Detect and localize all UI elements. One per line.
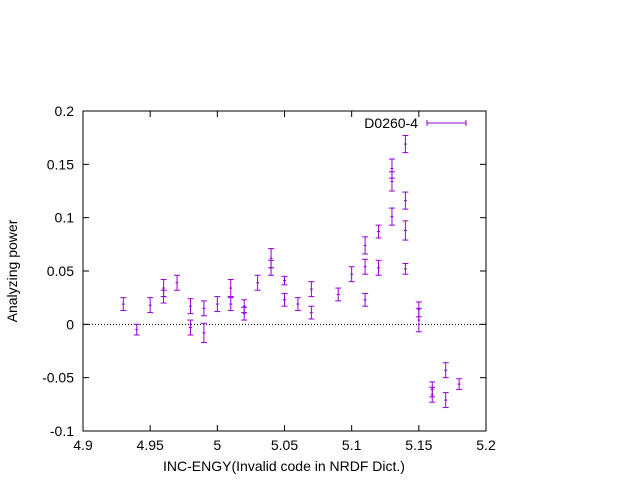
x-tick-label: 5.05 (271, 437, 298, 453)
y-tick-label: 0.15 (47, 156, 74, 172)
x-tick-label: 5.1 (342, 437, 362, 453)
data-point (187, 298, 194, 315)
legend-label: D0260-4 (364, 115, 418, 131)
y-tick-label: -0.05 (42, 370, 74, 386)
data-point (133, 323, 140, 336)
data-point (294, 297, 301, 311)
data-point (174, 274, 181, 291)
data-point (456, 378, 463, 390)
data-point (335, 287, 342, 302)
y-tick-label: 0.1 (55, 210, 75, 226)
legend: D0260-4 (364, 115, 467, 131)
data-point (308, 305, 315, 320)
data-point (429, 386, 436, 403)
data-point (308, 281, 315, 298)
data-point (362, 258, 369, 275)
data-point (120, 297, 127, 311)
data-point (281, 275, 288, 286)
data-point (388, 207, 395, 226)
data-point (402, 191, 409, 210)
data-point (147, 297, 154, 314)
y-axis-label: Analyzing power (4, 219, 20, 322)
x-tick-label: 5.2 (476, 437, 496, 453)
data-point (375, 259, 382, 276)
x-axis-label: INC-ENGY(Invalid code in NRDF Dict.) (163, 458, 405, 474)
y-tick-label: 0 (66, 316, 74, 332)
data-point (200, 322, 207, 343)
x-tick-label: 4.9 (73, 437, 93, 453)
x-tick-label: 5 (213, 437, 221, 453)
data-point (214, 296, 221, 313)
data-point (362, 236, 369, 255)
y-tick-label: -0.1 (50, 423, 74, 439)
data-point (362, 292, 369, 307)
data-point (160, 289, 167, 304)
data-point (227, 297, 234, 311)
data-point (375, 224, 382, 239)
ticks-layer: 4.9 4.95 5 5.05 5.1 5.15 5.2 -0.1 -0.05 0 0.05 0.1 0… (42, 103, 496, 453)
data-point (227, 279, 234, 298)
data-point (388, 171, 395, 192)
data-point (442, 392, 449, 409)
legend-sample (426, 120, 467, 126)
data-point (348, 266, 355, 283)
x-tick-label: 5.15 (405, 437, 432, 453)
y-tick-label: 0.05 (47, 263, 74, 279)
data-point (281, 292, 288, 307)
data-point (200, 300, 207, 317)
data-point (241, 306, 248, 321)
data-point (187, 319, 194, 336)
points-layer (120, 135, 463, 409)
data-point (402, 220, 409, 241)
data-point (402, 135, 409, 154)
data-point (254, 274, 261, 291)
data-point (442, 362, 449, 379)
data-point (402, 263, 409, 275)
y-tick-label: 0.2 (55, 103, 75, 119)
x-tick-label: 4.95 (137, 437, 164, 453)
data-point (415, 307, 422, 333)
data-point (268, 259, 275, 276)
